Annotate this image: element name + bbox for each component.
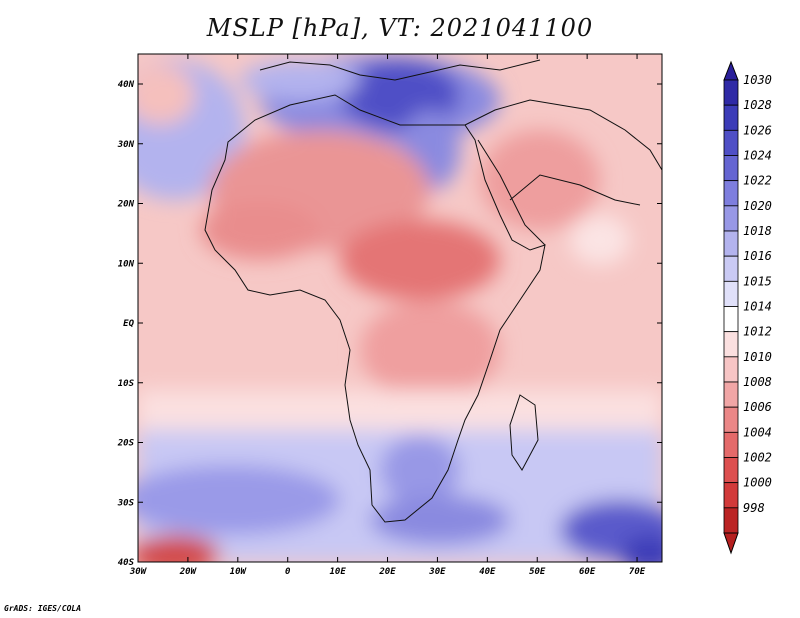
lon-tick-label: 10W (230, 567, 248, 577)
colorbar-label: 1002 (743, 451, 772, 465)
lon-tick-label: 40E (479, 567, 496, 577)
colorbar-label: 1004 (743, 425, 772, 439)
lat-tick-label: 10S (118, 379, 135, 389)
colorbar-swatch (723, 457, 739, 484)
colorbar-label: 1020 (743, 199, 772, 213)
colorbar-label: 1014 (743, 300, 772, 314)
colorbar-swatch (723, 79, 739, 106)
colorbar-label: 1024 (743, 149, 772, 163)
lon-tick-label: 20W (179, 567, 198, 577)
colorbar-swatch (723, 255, 739, 282)
lat-tick-label: 30N (117, 140, 135, 150)
lon-tick-label: 10E (329, 567, 346, 577)
lon-tick-label: 60E (579, 567, 596, 577)
pressure-field (138, 54, 662, 562)
colorbar-label: 1000 (743, 476, 772, 490)
lon-tick-label: 50E (529, 567, 546, 577)
colorbar-swatch (723, 482, 739, 509)
colorbar: 1030 1028 1026 1024 1022 1020 1018 1016 1015 1014… (723, 60, 772, 555)
colorbar-swatch (723, 406, 739, 433)
lon-tick-label: 20E (378, 567, 396, 577)
colorbar-swatch (723, 104, 739, 131)
colorbar-swatch (723, 205, 739, 232)
colorbar-label: 1015 (743, 274, 772, 288)
colorbar-swatch (723, 280, 739, 307)
credit-text: GrADS: IGES/COLA (4, 604, 82, 613)
lon-tick-label: 30W (129, 567, 148, 577)
colorbar-label: 1022 (743, 174, 772, 188)
colorbar-swatch (723, 230, 739, 257)
colorbar-label: 1016 (743, 249, 772, 263)
colorbar-label: 1010 (743, 350, 772, 364)
map-title: MSLP [hPa], VT: 2021041100 (206, 14, 594, 42)
colorbar-swatch (723, 431, 739, 458)
colorbar-swatch (723, 507, 739, 534)
axis-ticks: 30W 20W 10W 0 10E 20E 30E 40E 50E 60E 70E 40N 30N 20N… (117, 54, 662, 577)
lat-tick-label: 10N (118, 259, 135, 269)
lat-tick-label: 20N (117, 200, 135, 210)
colorbar-label: 1006 (743, 400, 772, 414)
colorbar-swatch (723, 155, 739, 182)
colorbar-label: 1028 (743, 98, 772, 112)
coastlines (204, 59, 662, 523)
colorbar-label: 1008 (743, 375, 772, 389)
colorbar-label: 998 (743, 501, 765, 515)
lon-tick-label: 30E (428, 567, 446, 577)
colorbar-swatch (723, 331, 739, 358)
lat-tick-label: EQ (123, 319, 134, 329)
colorbar-swatch (723, 356, 739, 383)
lon-tick-label: 0 (285, 567, 291, 577)
lat-tick-label: 40N (118, 80, 135, 90)
colorbar-swatch (723, 180, 739, 207)
colorbar-label: 1018 (743, 224, 772, 238)
lat-tick-label: 20S (117, 439, 135, 449)
colorbar-arrow-top (723, 60, 739, 81)
colorbar-label: 1012 (743, 325, 772, 339)
colorbar-label: 1026 (743, 123, 772, 137)
map-frame (137, 53, 663, 563)
colorbar-swatch (723, 381, 739, 408)
lat-tick-label: 40S (118, 558, 135, 568)
colorbar-swatch (723, 129, 739, 156)
colorbar-arrow-bottom (723, 532, 739, 555)
lon-tick-label: 70E (629, 567, 646, 577)
lat-tick-label: 30S (117, 498, 135, 508)
colorbar-label: 1030 (743, 73, 772, 87)
colorbar-swatch (723, 306, 739, 333)
